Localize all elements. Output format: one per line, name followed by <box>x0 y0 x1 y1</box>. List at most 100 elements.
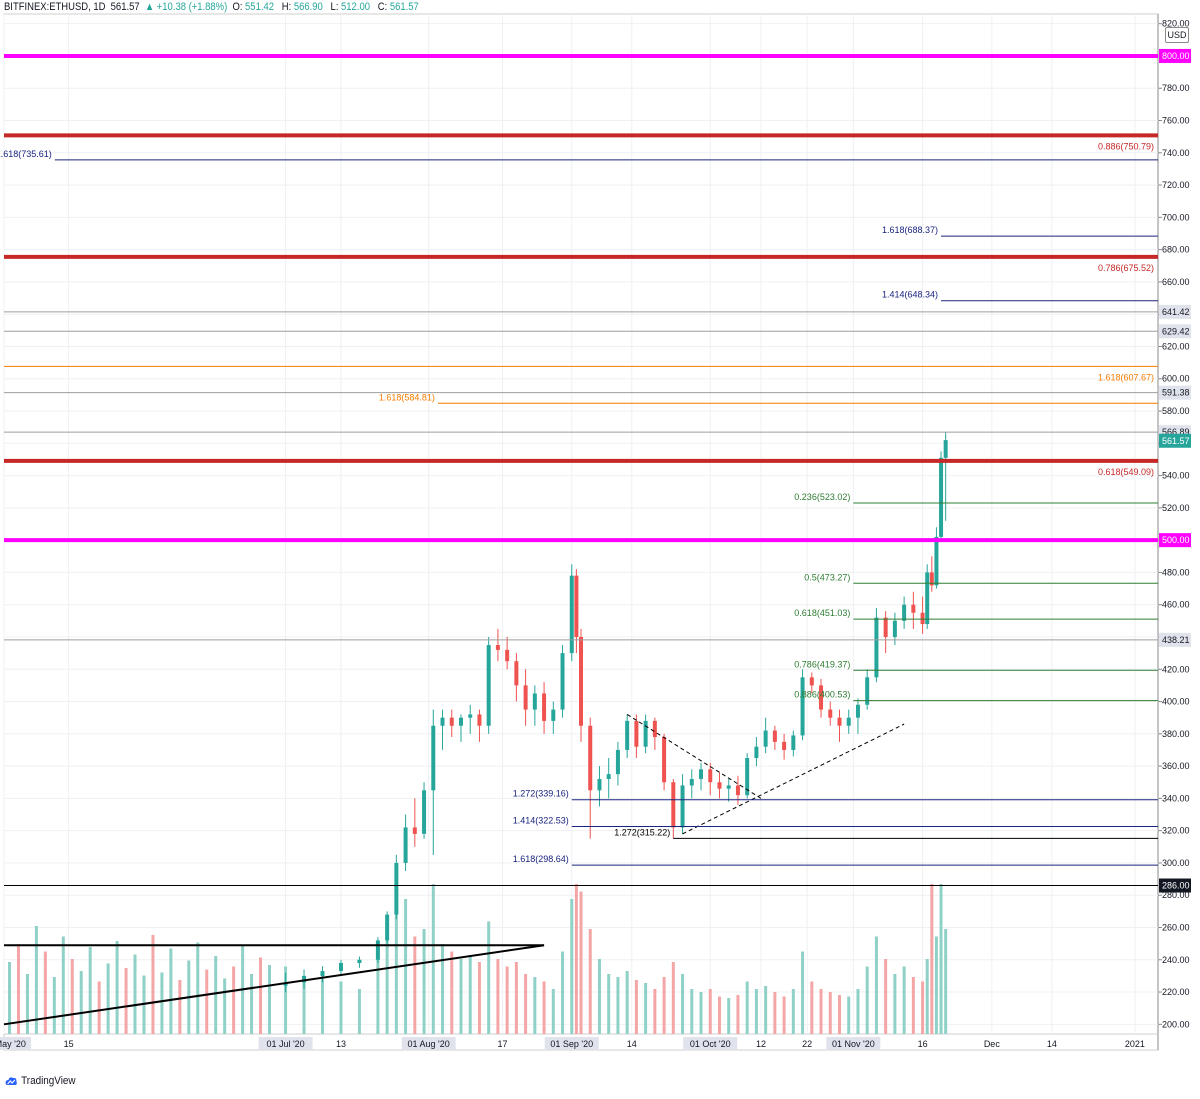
candle-body <box>934 536 939 586</box>
volume-bar <box>533 977 537 1034</box>
volume-bar <box>43 951 47 1034</box>
candle-body <box>800 677 805 736</box>
volume-bar <box>8 962 11 1034</box>
candle-body <box>403 827 408 863</box>
candle-body <box>542 693 547 721</box>
candle-body <box>828 709 833 718</box>
close-value: 561.57 <box>389 1 419 13</box>
candle-body <box>320 971 325 976</box>
volume-bar <box>431 884 435 1034</box>
axis-level-tag <box>1159 304 1191 319</box>
volume-bar <box>514 962 518 1034</box>
level-label: 1.414(322.53) <box>513 816 569 826</box>
volume-bar <box>441 944 445 1034</box>
last-price: 561.57 <box>110 1 140 13</box>
candle-body <box>302 975 307 983</box>
price-tick-label: 760.00 <box>1162 116 1190 126</box>
high-label: H: <box>281 1 292 13</box>
candle-body <box>809 677 814 686</box>
tradingview-logo[interactable]: TradingView <box>4 1073 76 1089</box>
level-label: 0.236(523.02) <box>794 492 850 502</box>
volume-bar <box>934 936 938 1034</box>
candle-body <box>735 785 740 796</box>
price-tick-label: 200.00 <box>1162 1019 1190 1029</box>
price-tick-label: 400.00 <box>1162 697 1190 707</box>
volume-bar <box>267 965 271 1034</box>
level-label: 0.618(451.03) <box>794 608 850 618</box>
price-tick-label: 540.00 <box>1162 471 1190 481</box>
candle-body <box>865 677 870 705</box>
candle-body <box>772 730 777 742</box>
candle-body <box>791 735 796 750</box>
candle-body <box>468 714 473 718</box>
date-label-box <box>401 1037 456 1050</box>
price-tick-label: 220.00 <box>1162 987 1190 997</box>
volume-bar <box>902 966 906 1034</box>
candle-body <box>782 741 787 750</box>
candle-body <box>819 685 824 710</box>
price-tick-label: 340.00 <box>1162 793 1190 803</box>
volume-bar <box>339 981 343 1034</box>
candle-body <box>375 940 380 960</box>
candle-body <box>662 737 667 783</box>
close-label: C: <box>377 1 388 13</box>
candle-body <box>394 862 399 915</box>
trendline <box>626 714 762 799</box>
candle-body <box>495 645 500 650</box>
axis-level-tag <box>1159 324 1191 339</box>
volume-bar <box>662 977 666 1034</box>
date-label-box <box>0 1037 31 1050</box>
volume-bar <box>321 974 325 1034</box>
chart-header: BITFINEX:ETHUSD, 1D 561.57 ▲ +10.38 (+1.8… <box>4 0 424 14</box>
candle-body <box>514 661 519 686</box>
candle-body <box>652 720 657 738</box>
volume-bar <box>884 959 888 1034</box>
high-value: 566.90 <box>293 1 323 13</box>
level-label: 0.886(400.53) <box>794 690 850 700</box>
volume-bar <box>930 884 934 1034</box>
volume-bar <box>671 962 675 1034</box>
low-value: 512.00 <box>341 1 370 13</box>
volume-bar <box>921 981 925 1034</box>
candle-body <box>634 720 639 747</box>
axis-level-tag <box>1159 385 1191 400</box>
volume-bar <box>653 989 657 1034</box>
volume-bar <box>644 983 648 1034</box>
axis-unit-badge[interactable]: USD <box>1165 27 1189 43</box>
level-label: 1.272(315.22) <box>614 827 670 837</box>
volume-bar <box>88 947 92 1034</box>
volume-bar <box>477 962 481 1034</box>
date-tick-label: 15 <box>64 1039 74 1049</box>
axis-level-tag-label: 286.00 <box>1162 881 1190 891</box>
volume-bar <box>232 966 236 1034</box>
date-tick-label: 22 <box>802 1039 812 1049</box>
candle-body <box>338 962 343 972</box>
volume-bar <box>745 981 749 1034</box>
level-label: 1.272(339.16) <box>513 789 569 799</box>
candle-body <box>846 717 851 726</box>
candle-body <box>883 617 888 637</box>
volume-bar <box>79 971 83 1034</box>
axis-level-tag-label: 641.42 <box>1162 307 1190 317</box>
volume-bar <box>115 941 119 1034</box>
candle-body <box>708 769 713 783</box>
volume-bar <box>496 959 500 1034</box>
candle-body <box>911 604 916 613</box>
price-tick-label: 820.00 <box>1162 19 1190 29</box>
volume-bar <box>681 974 685 1034</box>
volume-bar <box>782 996 786 1034</box>
date-tick-label: 13 <box>336 1039 346 1049</box>
volume-bar <box>773 992 777 1034</box>
candle-body <box>726 785 731 789</box>
volume-bar <box>16 944 20 1034</box>
axis-level-tag <box>1159 878 1191 893</box>
candle-body <box>874 617 879 678</box>
symbol-label[interactable]: BITFINEX:ETHUSD, 1D <box>4 1 106 13</box>
level-label: 1.618(584.81) <box>379 392 435 402</box>
level-label: 0.786(675.52) <box>1098 263 1154 273</box>
date-tick-label: 01 Nov '20 <box>832 1039 875 1049</box>
volume-bar <box>597 959 601 1034</box>
volume-bar <box>837 995 841 1034</box>
candle-body <box>754 746 759 759</box>
